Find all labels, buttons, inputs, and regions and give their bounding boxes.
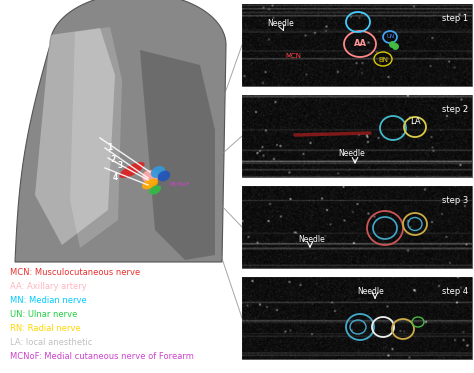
Text: Needle: Needle xyxy=(267,19,294,28)
Text: step 4: step 4 xyxy=(442,287,468,296)
Ellipse shape xyxy=(142,179,158,189)
Polygon shape xyxy=(70,27,122,248)
Polygon shape xyxy=(140,50,215,260)
Text: MN: Median nerve: MN: Median nerve xyxy=(10,296,87,305)
Text: step 3: step 3 xyxy=(442,196,468,205)
Text: 2: 2 xyxy=(110,156,116,164)
Text: 4: 4 xyxy=(112,172,118,182)
Text: BN: BN xyxy=(378,57,388,63)
Text: Needle: Needle xyxy=(338,148,365,157)
Ellipse shape xyxy=(119,162,145,178)
Text: step 2: step 2 xyxy=(442,105,468,114)
Polygon shape xyxy=(15,0,226,262)
Text: LA: LA xyxy=(410,116,420,125)
Ellipse shape xyxy=(158,170,170,181)
Text: MCNoF: MCNoF xyxy=(168,182,190,188)
Text: MCN: MCN xyxy=(285,53,301,59)
Polygon shape xyxy=(35,28,115,245)
Bar xyxy=(242,4,472,86)
Bar xyxy=(242,277,472,359)
Bar xyxy=(242,186,472,268)
Bar xyxy=(242,95,472,177)
Text: UN: Ulnar nerve: UN: Ulnar nerve xyxy=(10,310,77,319)
Text: MCNoF: Medial cutaneous nerve of Forearm: MCNoF: Medial cutaneous nerve of Forearm xyxy=(10,352,194,361)
Text: 1: 1 xyxy=(108,144,113,153)
Text: AA: AA xyxy=(354,40,366,48)
Text: RN: Radial nerve: RN: Radial nerve xyxy=(10,324,81,333)
Ellipse shape xyxy=(151,166,165,178)
Text: AA: Axillary artery: AA: Axillary artery xyxy=(10,282,87,291)
Text: MCN: Musculocutaneous nerve: MCN: Musculocutaneous nerve xyxy=(10,268,140,277)
Text: LA: local anesthetic: LA: local anesthetic xyxy=(10,338,92,347)
Text: UN: UN xyxy=(387,34,395,40)
Ellipse shape xyxy=(142,170,158,184)
Ellipse shape xyxy=(149,185,161,195)
Text: 3: 3 xyxy=(118,160,123,169)
Text: Needle: Needle xyxy=(298,235,325,244)
Text: step 1: step 1 xyxy=(442,14,468,23)
Text: Needle: Needle xyxy=(357,286,384,295)
